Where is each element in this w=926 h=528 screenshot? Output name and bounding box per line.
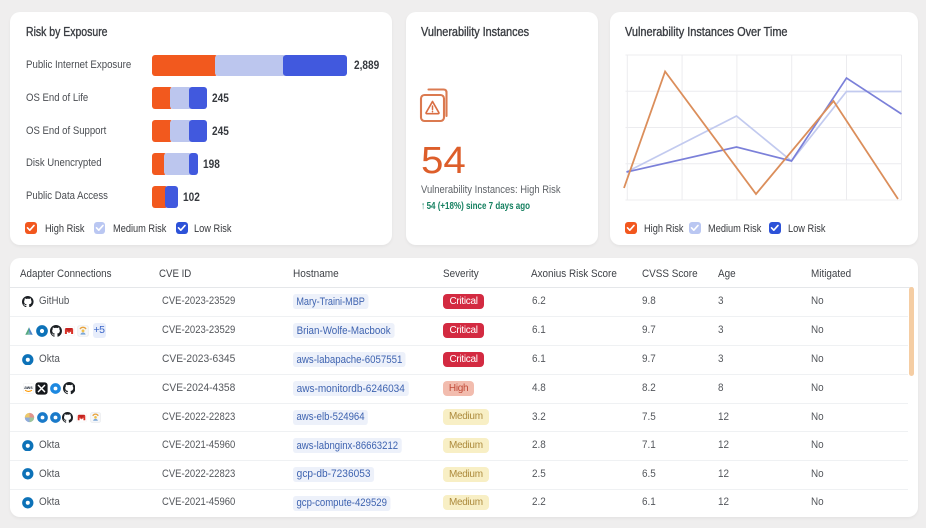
svg-text:aws: aws (24, 385, 33, 390)
